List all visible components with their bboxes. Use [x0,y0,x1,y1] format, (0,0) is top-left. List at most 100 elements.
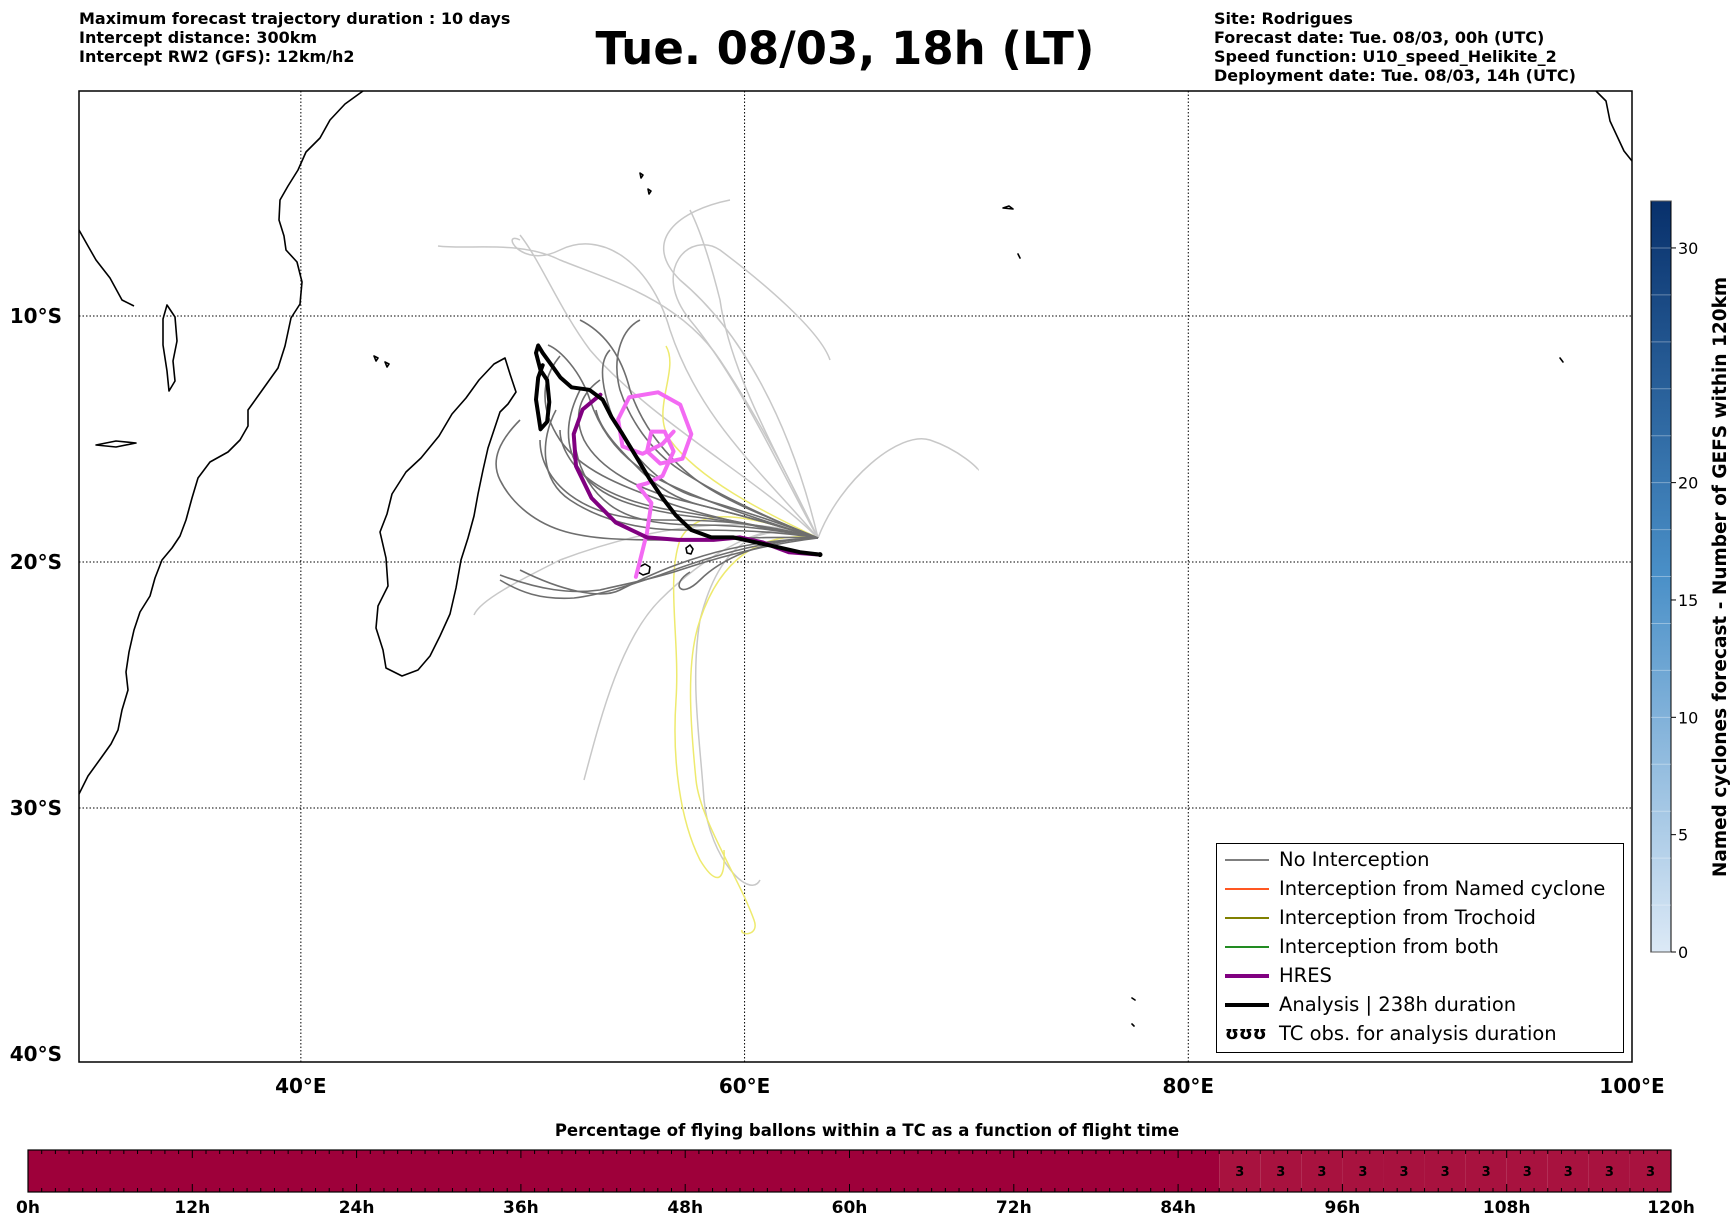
timebar-segment [1547,1150,1589,1192]
timebar-tick-label: 108h [1483,1198,1531,1218]
timebar-tick-label: 60h [832,1198,868,1218]
trajectory [499,537,819,600]
colorbar-label: Named cyclones forecast - Number of GEFS… [1710,277,1731,877]
timebar-tick-label: 48h [667,1198,703,1218]
lake-b [95,440,137,448]
timebar-segment [28,1150,1220,1192]
madagascar-coast [375,357,517,677]
deployment-date: Deployment date: Tue. 08/03, 14h (UTC) [1214,66,1576,85]
timebar-segment [1301,1150,1343,1192]
colorbar-tick-label: 0 [1678,943,1688,962]
trajectory [544,409,819,539]
graticule [79,91,1632,1062]
speed-function: Speed function: U10_speed_Helikite_2 [1214,47,1557,66]
ensemble-trajectories-long [437,199,979,886]
timebar-tick-label: 72h [996,1198,1032,1218]
lat-tick-label: 10°S [10,304,62,328]
island-seychelles [639,172,652,195]
legend-item: Interception from Trochoid [1217,904,1623,932]
trajectory [544,355,819,539]
legend-label: No Interception [1279,848,1430,871]
timebar-tick-label: 120h [1647,1198,1695,1218]
coastlines [79,91,1632,1027]
island-amsterdam [1131,997,1136,1027]
timebar-segment-label: 3 [1399,1165,1408,1180]
timebar-segment-label: 3 [1358,1165,1367,1180]
flight-time-bar: 3 3 3 3 3 3 3 3 3 3 3 [28,1150,1671,1192]
trajectory [817,438,979,539]
timebar-segment [1629,1150,1671,1192]
cyclone-count-colorbar [1650,200,1672,953]
launch-site-marker [817,552,823,558]
timebar-segment-label: 3 [1605,1165,1614,1180]
island-cocos [1559,357,1564,363]
timebar-segment-label: 3 [1441,1165,1450,1180]
lon-tick-label: 40°E [275,1074,327,1098]
colorbar-tick-label: 10 [1678,708,1698,727]
param-intercept-distance: Intercept distance: 300km [79,28,318,47]
legend-label: Interception from Named cyclone [1279,877,1606,900]
lon-tick-label: 80°E [1163,1074,1215,1098]
param-intercept-rw2: Intercept RW2 (GFS): 12km/h2 [79,47,355,66]
colorbar-tick-label: 20 [1678,474,1698,493]
trajectory [547,344,819,539]
lon-tick-label: 100°E [1599,1074,1664,1098]
legend-line-swatch [1225,1003,1269,1007]
lat-tick-label: 30°S [10,796,62,820]
timebar-title: Percentage of flying ballons within a TC… [554,1121,1180,1140]
legend-label: Interception from both [1279,935,1499,958]
timebar-segment [1588,1150,1630,1192]
island-chagos [1002,205,1021,259]
timebar-segment-label: 3 [1646,1165,1655,1180]
trajectory [539,439,819,539]
flight-time-ticks: 0h 12h 24h 36h 48h 60h 72h 84h 96h 108h 120h [16,1150,1695,1218]
trajectory [519,234,819,539]
trajectory [559,429,819,539]
timebar-segment [1465,1150,1507,1192]
timebar-segment [1424,1150,1466,1192]
trajectory [575,449,819,539]
site-name: Site: Rodrigues [1214,9,1353,28]
colorbar-tick-label: 15 [1678,591,1698,610]
forecast-date: Forecast date: Tue. 08/03, 00h (UTC) [1214,28,1545,47]
africa-coast [79,91,364,795]
lake-a [162,304,178,392]
site-info: Site: Rodrigues Forecast date: Tue. 08/0… [1214,9,1576,85]
legend-label: HRES [1279,964,1332,987]
lon-tick-label: 60°E [719,1074,771,1098]
timebar-segment-label: 3 [1235,1165,1244,1180]
trajectory [583,529,819,781]
island-sumatra [1595,91,1632,162]
legend-line-swatch [1225,974,1269,978]
colorbar-tick-label: 5 [1678,826,1688,845]
legend-item: HRES [1217,962,1623,990]
forecast-parameters: Maximum forecast trajectory duration : 1… [79,9,510,66]
colorbar-tick-label: 30 [1678,239,1698,258]
timebar-segment-label: 3 [1523,1165,1532,1180]
trajectory [662,345,819,539]
timebar-tick-label: 36h [503,1198,539,1218]
trajectory [689,536,819,935]
legend-line-swatch [1225,888,1269,890]
timebar-segment [1260,1150,1302,1192]
analysis-track [534,343,822,557]
trajectory [511,237,819,539]
map-title: Tue. 08/03, 18h (LT) [595,22,1095,75]
colorbar-ticks: 0 5 10 15 20 30 [1651,200,1698,962]
timebar-tick-label: 0h [16,1198,40,1218]
legend-item: ʊʊʊ TC obs. for analysis duration [1217,1020,1623,1048]
lat-tick-label: 20°S [10,550,62,574]
timebar-segment-label: 3 [1317,1165,1326,1180]
legend-line-swatch [1225,859,1269,861]
timebar-segment-label: 3 [1482,1165,1491,1180]
longitude-tick-labels: 40°E 60°E 80°E 100°E [275,1074,1665,1098]
trajectory [689,209,819,539]
latitude-tick-labels: 10°S 20°S 30°S 40°S [10,304,62,1066]
timebar-segment [1506,1150,1548,1192]
timebar-segment-label: 3 [1564,1165,1573,1180]
timebar-segment [1219,1150,1261,1192]
trajectory [601,349,819,539]
legend-item: Interception from both [1217,933,1623,961]
island-comoros [373,355,390,368]
